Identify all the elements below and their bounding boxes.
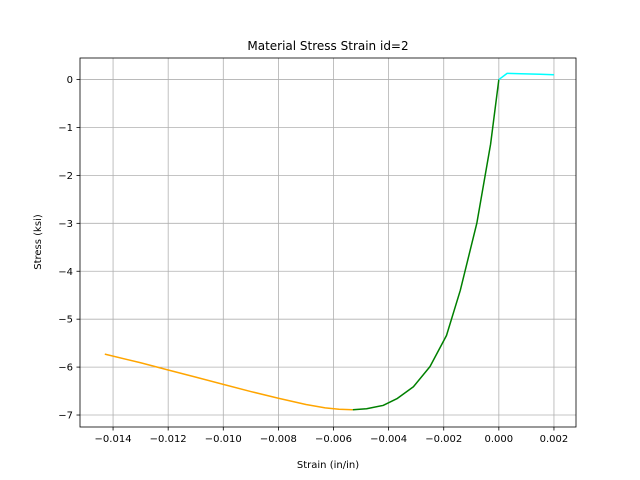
- chart-title: Material Stress Strain id=2: [247, 39, 408, 53]
- x-tick-label: −0.010: [205, 434, 242, 445]
- x-tick-label: −0.014: [95, 434, 132, 445]
- x-tick-label: −0.012: [150, 434, 187, 445]
- axes-ticks: −0.014 −0.012 −0.010 −0.008 −0.006 −0.004 −0.0…: [58, 75, 568, 445]
- grid: [80, 58, 576, 427]
- y-tick-label: −2: [58, 171, 73, 182]
- plot-frame: [79, 57, 577, 428]
- x-tick-label: −0.002: [425, 434, 462, 445]
- x-tick-label: −0.008: [260, 434, 297, 445]
- y-tick-label: −3: [58, 219, 73, 230]
- y-tick-label: −5: [58, 315, 73, 326]
- x-tick-label: 0.002: [540, 434, 569, 445]
- y-tick-label: −1: [58, 123, 73, 134]
- y-tick-label: −4: [58, 267, 73, 278]
- x-tick-label: −0.004: [370, 434, 407, 445]
- y-tick-label: −7: [58, 411, 73, 422]
- y-tick-label: 0: [67, 75, 73, 86]
- series-line-3: [498, 72, 554, 81]
- series-group: [104, 72, 554, 411]
- series-line-1: [104, 353, 353, 411]
- y-axis-label: Stress (ksi): [33, 214, 44, 270]
- y-tick-label: −6: [58, 363, 73, 374]
- x-axis-label: Strain (in/in): [297, 460, 359, 471]
- x-tick-label: 0.000: [485, 434, 514, 445]
- x-tick-label: −0.006: [315, 434, 352, 445]
- series-line-2: [352, 79, 500, 411]
